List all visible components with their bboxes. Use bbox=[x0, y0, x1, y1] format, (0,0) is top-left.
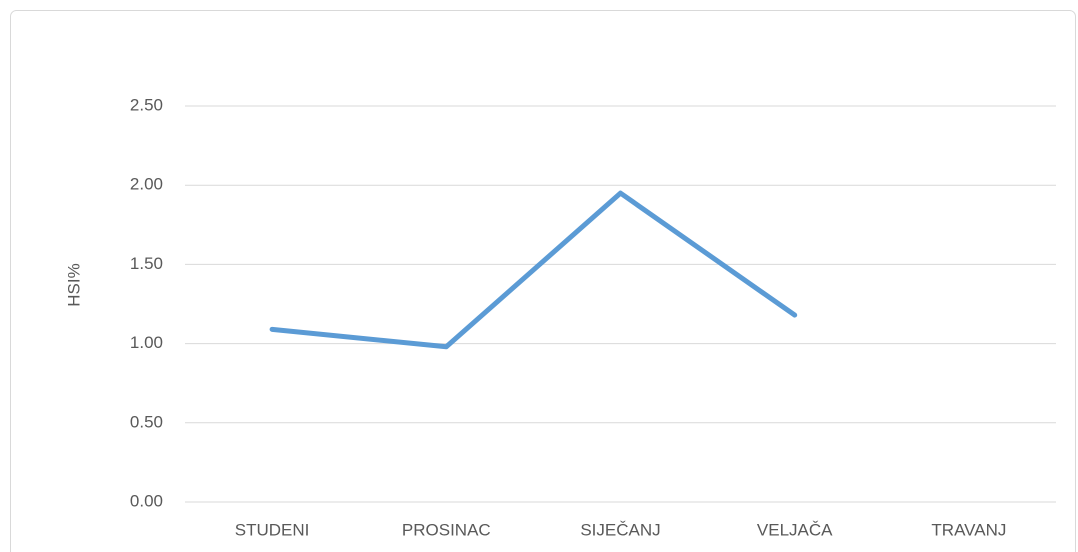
y-tick-label: 0.00 bbox=[130, 491, 163, 510]
data-line bbox=[269, 190, 798, 350]
y-tick-label: 0.50 bbox=[130, 412, 163, 431]
y-tick-label: 1.00 bbox=[130, 333, 163, 352]
y-axis-label: HSI% bbox=[64, 263, 83, 306]
x-tick-label: PROSINAC bbox=[402, 520, 491, 539]
y-tick-label: 2.00 bbox=[130, 175, 163, 194]
y-tick-label: 2.50 bbox=[130, 95, 163, 114]
x-tick-label: SIJEČANJ bbox=[580, 520, 660, 539]
y-tick-label: 1.50 bbox=[130, 254, 163, 273]
x-tick-label: TRAVANJ bbox=[931, 520, 1006, 539]
chart-border bbox=[10, 10, 1076, 552]
x-tick-label: STUDENI bbox=[235, 520, 310, 539]
x-tick-label: VELJAČA bbox=[757, 520, 833, 539]
